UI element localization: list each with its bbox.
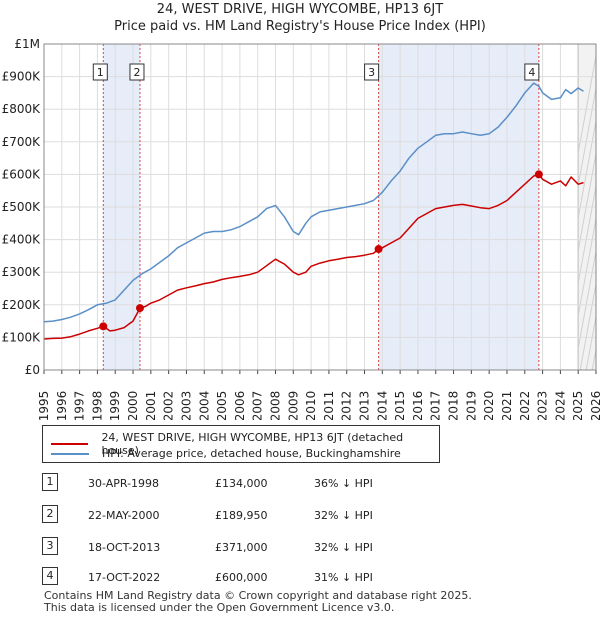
x-tick-label: 1999 <box>108 391 122 420</box>
sale-point <box>534 170 543 179</box>
legend-item-property: 24, WEST DRIVE, HIGH WYCOMBE, HP13 6JT (… <box>51 431 439 457</box>
x-tick-label: 2020 <box>482 391 496 420</box>
x-tick-label: 1997 <box>73 391 87 420</box>
legend-swatch-hpi <box>51 452 89 455</box>
sale-label-box <box>129 63 145 81</box>
sale-price: £134,000 <box>215 477 268 490</box>
future-hatch <box>578 85 596 189</box>
footer-license: This data is licensed under the Open Gov… <box>44 601 395 614</box>
table-row: 1 30-APR-1998 £134,000 36% ↓ HPI <box>42 473 562 493</box>
sale-point <box>99 322 108 331</box>
x-tick-label: 2021 <box>500 391 514 420</box>
sale-hpi-diff: 32% ↓ HPI <box>314 541 373 554</box>
price-chart: 1 2 3 4 £0 £100K £200K £300K £400K £500K £600K £70… <box>2 37 600 420</box>
sale-label-text: 4 <box>528 66 535 79</box>
sale-date: 30-APR-1998 <box>88 477 160 490</box>
future-hatch <box>578 248 596 352</box>
x-tick-label: 2003 <box>179 391 193 420</box>
x-tick-label: 2001 <box>144 391 158 420</box>
x-tick-label: 2005 <box>215 391 229 420</box>
x-tick-label: 2016 <box>411 391 425 420</box>
sale-hpi-diff: 31% ↓ HPI <box>314 571 373 584</box>
table-row: 3 18-OCT-2013 £371,000 32% ↓ HPI <box>42 537 562 557</box>
footer-copyright: Contains HM Land Registry data © Crown c… <box>44 589 472 602</box>
hpi-line <box>43 82 584 323</box>
x-tick-label: 2013 <box>358 391 372 420</box>
sale-date: 22-MAY-2000 <box>88 509 160 522</box>
x-tick-label: 2023 <box>536 391 550 420</box>
x-tick-label: 1996 <box>55 391 69 420</box>
x-tick-label: 2010 <box>304 391 318 420</box>
x-tick-label: 2019 <box>464 391 478 420</box>
x-tick-label: 2008 <box>268 391 282 420</box>
x-tick-label: 2011 <box>322 391 336 420</box>
property-price-line <box>43 173 584 340</box>
sale-number-badge: 3 <box>42 537 58 555</box>
sale-label-text: 1 <box>97 66 104 79</box>
y-tick-label: £0 <box>25 363 40 377</box>
x-tick-label: 2014 <box>375 391 389 420</box>
x-tick-label: 2002 <box>162 391 176 420</box>
y-tick-label: £600K <box>2 167 42 181</box>
x-tick-label: 2006 <box>233 391 247 420</box>
legend-swatch-property <box>51 443 89 445</box>
chart-title: 24, WEST DRIVE, HIGH WYCOMBE, HP13 6JT <box>156 2 444 17</box>
sale-price: £189,950 <box>215 509 268 522</box>
y-tick-label: £700K <box>2 135 42 149</box>
x-tick-label: 2025 <box>571 391 585 420</box>
sale-hpi-diff: 32% ↓ HPI <box>314 509 373 522</box>
sale-label-box <box>364 63 380 81</box>
legend-label-property: 24, WEST DRIVE, HIGH WYCOMBE, HP13 6JT (… <box>101 431 404 457</box>
x-tick-label: 2026 <box>589 391 600 420</box>
sale-point <box>374 245 383 254</box>
x-tick-label: 2004 <box>197 391 211 420</box>
future-hatch <box>579 281 596 370</box>
y-tick-label: £1M <box>14 37 40 51</box>
x-tick-label: 2012 <box>340 391 354 420</box>
sale-price: £600,000 <box>215 571 268 584</box>
x-tick-label: 2018 <box>447 391 461 420</box>
sale-label-text: 3 <box>368 66 375 79</box>
future-hatch <box>578 53 596 156</box>
plot-frame <box>43 43 597 371</box>
chart-subtitle: Price paid vs. HM Land Registry's House … <box>114 19 486 34</box>
table-row: 2 22-MAY-2000 £189,950 32% ↓ HPI <box>42 505 562 525</box>
sale-point <box>135 304 144 313</box>
x-tick-label: 2024 <box>553 391 567 420</box>
sale-price: £371,000 <box>215 541 268 554</box>
sale-hpi-diff: 36% ↓ HPI <box>314 477 373 490</box>
sale-date: 17-OCT-2022 <box>88 571 161 584</box>
y-tick-label: £500K <box>2 200 42 214</box>
sale-date: 18-OCT-2013 <box>88 541 161 554</box>
x-tick-label: 1995 <box>37 391 51 420</box>
x-tick-label: 2015 <box>393 391 407 420</box>
x-tick-label: 2000 <box>126 391 140 420</box>
x-tick-label: 2009 <box>286 391 300 420</box>
x-tick-label: 2022 <box>518 391 532 420</box>
sale-label-box <box>524 63 540 81</box>
sale-label-box <box>92 63 108 81</box>
y-tick-label: £900K <box>2 70 42 84</box>
sale-number-badge: 1 <box>42 473 58 491</box>
table-row: 4 17-OCT-2022 £600,000 31% ↓ HPI <box>42 567 562 587</box>
y-tick-label: £800K <box>2 102 42 116</box>
chart-legend: 24, WEST DRIVE, HIGH WYCOMBE, HP13 6JT (… <box>42 425 440 463</box>
x-tick-label: 1998 <box>90 391 104 420</box>
legend-label-hpi: HPI: Average price, detached house, Buck… <box>102 447 401 460</box>
y-tick-label: £100K <box>2 330 42 344</box>
sale-number-badge: 4 <box>42 567 58 585</box>
y-tick-label: £300K <box>2 265 42 279</box>
y-tick-label: £400K <box>2 233 42 247</box>
legend-item-hpi: HPI: Average price, detached house, Buck… <box>51 447 401 460</box>
y-tick-label: £200K <box>2 298 42 312</box>
x-tick-label: 2007 <box>251 391 265 420</box>
sale-label-text: 2 <box>133 66 140 79</box>
sale-number-badge: 2 <box>42 505 58 523</box>
x-tick-label: 2017 <box>429 391 443 420</box>
